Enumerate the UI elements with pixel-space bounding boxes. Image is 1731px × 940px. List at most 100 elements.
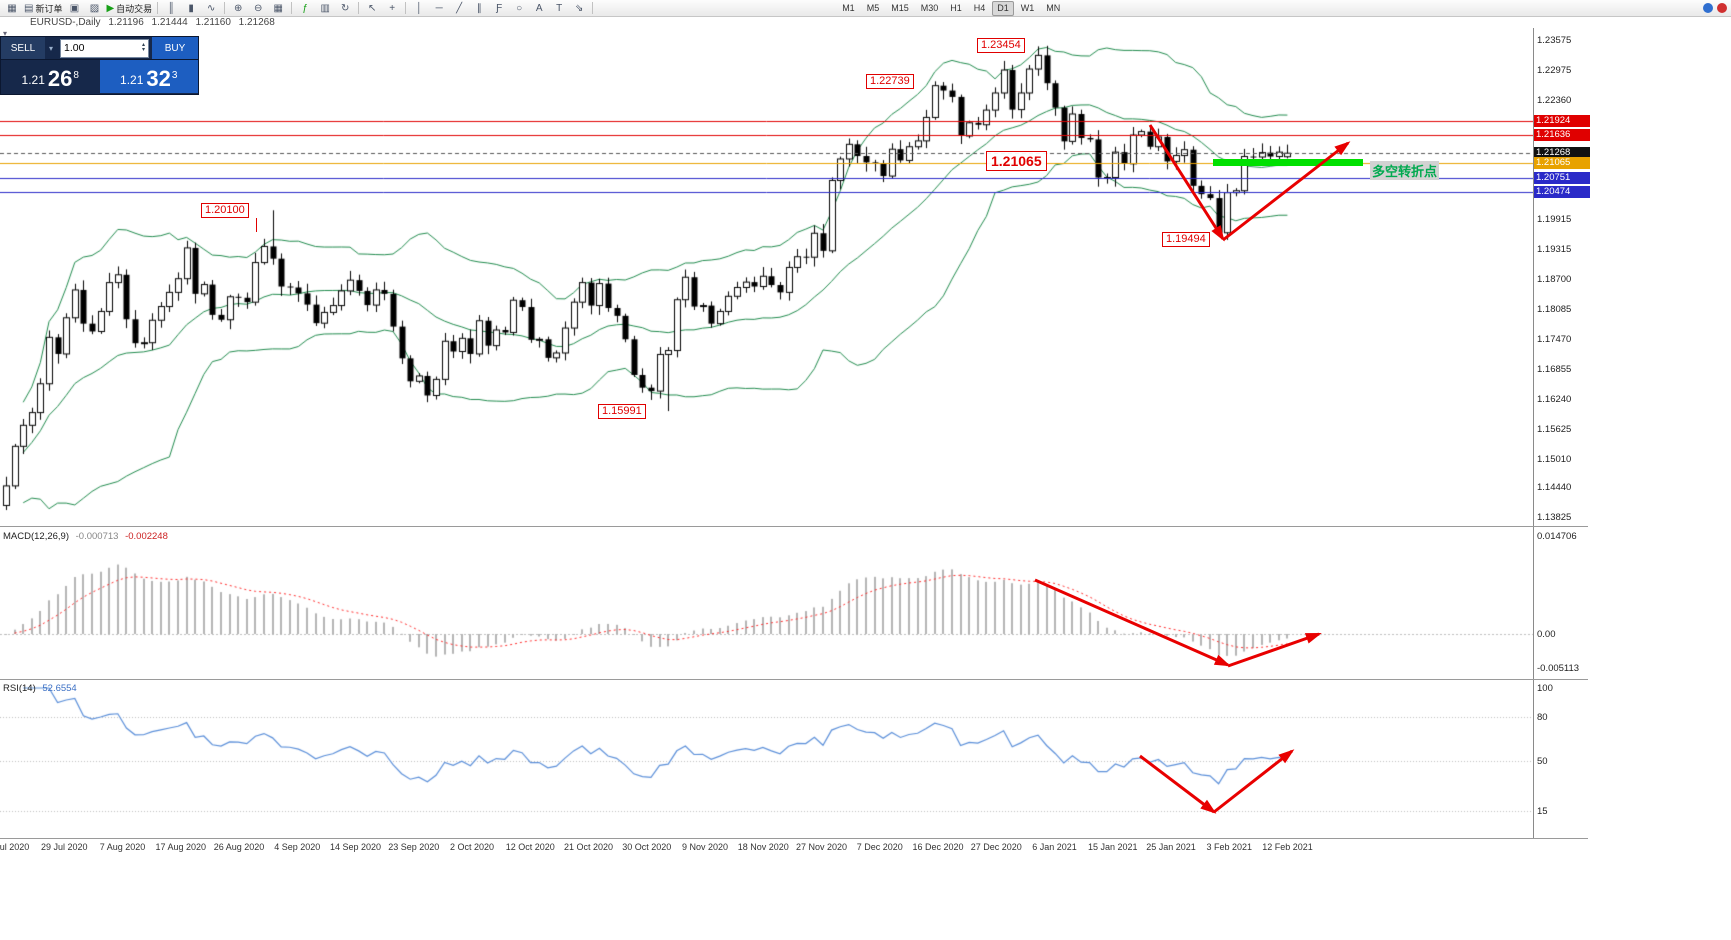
price-axis-tick: 1.22975 [1537,64,1572,76]
trade-mode-dropdown-icon[interactable]: ▾ [48,43,53,53]
templates-icon[interactable]: ▥ [320,2,330,14]
fibonacci-icon[interactable]: Ƒ [496,2,503,14]
rsi-axis-tick: 100 [1537,683,1553,694]
crosshair-icon[interactable]: + [389,2,396,14]
price-axis-tick: 1.13825 [1537,511,1572,523]
chart-region[interactable] [0,28,1533,838]
timeframe-h1-button[interactable]: H1 [950,3,962,13]
buy-price-big: 32 [146,66,171,91]
community-icon[interactable] [1703,3,1713,13]
timeframe-m5-button[interactable]: M5 [866,3,880,13]
date-axis: 20 Jul 2020 29 Jul 2020 7 Aug 2020 17 Aug 2… [0,839,1588,856]
new-order-button[interactable]: ▤ 新订单 [24,2,63,14]
chart-ohlc-header: EURUSD-,Daily 1.21196 1.21444 1.21160 1.… [30,17,280,28]
toolbar-right-group [1703,3,1727,13]
zoom-out-icon[interactable]: ⊖ [253,2,263,14]
buy-price-display[interactable]: 1.21 32 3 [99,60,198,93]
price-axis-tick: 1.14440 [1537,481,1572,493]
timeframe-toolbar: M1 M5 M15 M30 H1 H4 D1 W1 MN [836,0,1066,16]
sell-button[interactable]: SELL [1,37,45,59]
toolbar-separator [405,2,407,14]
trendline-icon[interactable]: ╱ [456,2,463,14]
price-callout-label[interactable]: 1.20100 [201,203,249,218]
price-axis-tick: 1.19315 [1537,243,1572,255]
price-callout-label[interactable]: 1.21065 [986,151,1047,171]
date-axis-label: 4 Sep 2020 [274,842,321,852]
date-axis-label: 25 Jan 2021 [1146,842,1196,852]
macd-indicator-label: MACD(12,26,9) -0.000713 -0.002248 [3,531,172,542]
charts-icon[interactable]: ▦ [7,2,17,14]
text-label-icon[interactable]: T [556,2,563,14]
alerts-icon[interactable] [1717,3,1727,13]
candlestick-chart-icon[interactable]: ▮ [188,2,194,14]
shapes-icon[interactable]: ○ [516,2,523,14]
volume-input[interactable]: 1.00 ▴ ▾ [60,38,149,58]
date-axis-label: 20 Jul 2020 [0,842,30,852]
trade-panel-controls: SELL ▾ 1.00 ▴ ▾ BUY [1,37,198,60]
bar-chart-icon[interactable]: ║ [167,2,175,14]
expert-advisors-icon[interactable]: ▨ [89,2,100,14]
toolbar-separator [592,2,594,14]
price-callout-label[interactable]: 1.15991 [598,404,646,419]
panel-separator[interactable] [0,679,1588,680]
equidistant-channel-icon[interactable]: ∥ [476,2,482,14]
timeframe-m30-button[interactable]: M30 [920,3,939,13]
support-zone-highlight[interactable] [1213,159,1363,166]
volume-down-icon[interactable]: ▾ [141,47,145,53]
date-axis-label: 30 Oct 2020 [622,842,672,852]
panel-separator[interactable] [0,838,1588,839]
one-click-trading-panel: SELL ▾ 1.00 ▴ ▾ BUY 1.21 26 8 1.21 32 3 [0,36,199,95]
timeframe-m1-button[interactable]: M1 [842,3,855,13]
timeframe-mn-button[interactable]: MN [1046,3,1061,13]
zoom-in-icon[interactable]: ⊕ [233,2,243,14]
timeframe-w1-button[interactable]: W1 [1020,3,1035,13]
volume-value: 1.00 [64,42,85,54]
tile-windows-icon[interactable]: ▦ [273,2,283,14]
volume-up-icon[interactable]: ▴ [141,42,145,48]
sell-price-display[interactable]: 1.21 26 8 [1,60,100,93]
arrows-icon[interactable]: ⇘ [574,2,584,14]
text-icon[interactable]: A [535,2,543,14]
toolbar-left-group: ▦ ▤ 新订单 ▣ ▨ ▶ 自动交易 ║ ▮ ∿ ⊕ ⊖ ▦ ƒ ▥ ↻ ↖ + │ ─ ╱ ∥ Ƒ ○ A T ⇘ [2,1,596,15]
rsi-name: RSI(14) [3,683,36,694]
cursor-icon[interactable]: ↖ [367,2,377,14]
annotation-text-label[interactable]: 多空转折点 [1370,161,1440,180]
chart-window-icon[interactable]: ▣ [69,2,80,14]
timeframe-h4-button[interactable]: H4 [973,3,986,13]
timeframe-d1-button[interactable]: D1 [992,0,1014,16]
price-axis-tick: 1.22360 [1537,94,1572,106]
price-chart-canvas[interactable] [0,28,1533,838]
price-callout-label[interactable]: 1.22739 [866,74,914,89]
refresh-icon[interactable]: ↻ [340,2,350,14]
buy-button[interactable]: BUY [152,37,198,59]
macd-axis-tick: -0.005113 [1537,663,1580,675]
horizontal-line-icon[interactable]: ─ [435,2,443,14]
rsi-indicator-label: RSI(14) 52.6554 [3,683,81,694]
vertical-line-icon[interactable]: │ [416,2,423,14]
date-axis-label: 23 Sep 2020 [388,842,440,852]
date-axis-label: 12 Feb 2021 [1262,842,1313,852]
line-chart-icon[interactable]: ∿ [206,2,216,14]
indicators-icon[interactable]: ƒ [302,2,308,14]
toolbar-separator [224,2,226,14]
date-axis-label: 27 Nov 2020 [795,842,848,852]
sell-price-big: 26 [47,66,73,91]
autotrading-button[interactable]: ▶ 自动交易 [106,2,153,14]
price-axis-tick: 1.23575 [1537,35,1572,47]
date-axis-label: 21 Oct 2020 [563,842,614,852]
price-axis-tick: 1.18085 [1537,303,1572,315]
toolbar-separator [291,2,293,14]
price-callout-label[interactable]: 1.19494 [1162,232,1210,247]
rsi-axis-tick: 80 [1537,712,1548,723]
price-callout-label[interactable]: 1.23454 [977,38,1025,53]
timeframe-m15-button[interactable]: M15 [891,3,909,13]
buy-price-main: 1.21 [120,73,144,87]
macd-main-value: -0.000713 [75,531,119,542]
panel-separator[interactable] [0,526,1588,527]
ohlc-high: 1.21444 [151,17,188,28]
price-axis-tick: 1.19915 [1537,214,1572,226]
trade-panel-prices: 1.21 26 8 1.21 32 3 [1,60,198,93]
price-line-badge: 1.21065 [1534,157,1590,170]
one-click-panel-toggle-icon[interactable]: ▾ [3,29,8,38]
date-axis-label: 7 Dec 2020 [856,842,903,852]
